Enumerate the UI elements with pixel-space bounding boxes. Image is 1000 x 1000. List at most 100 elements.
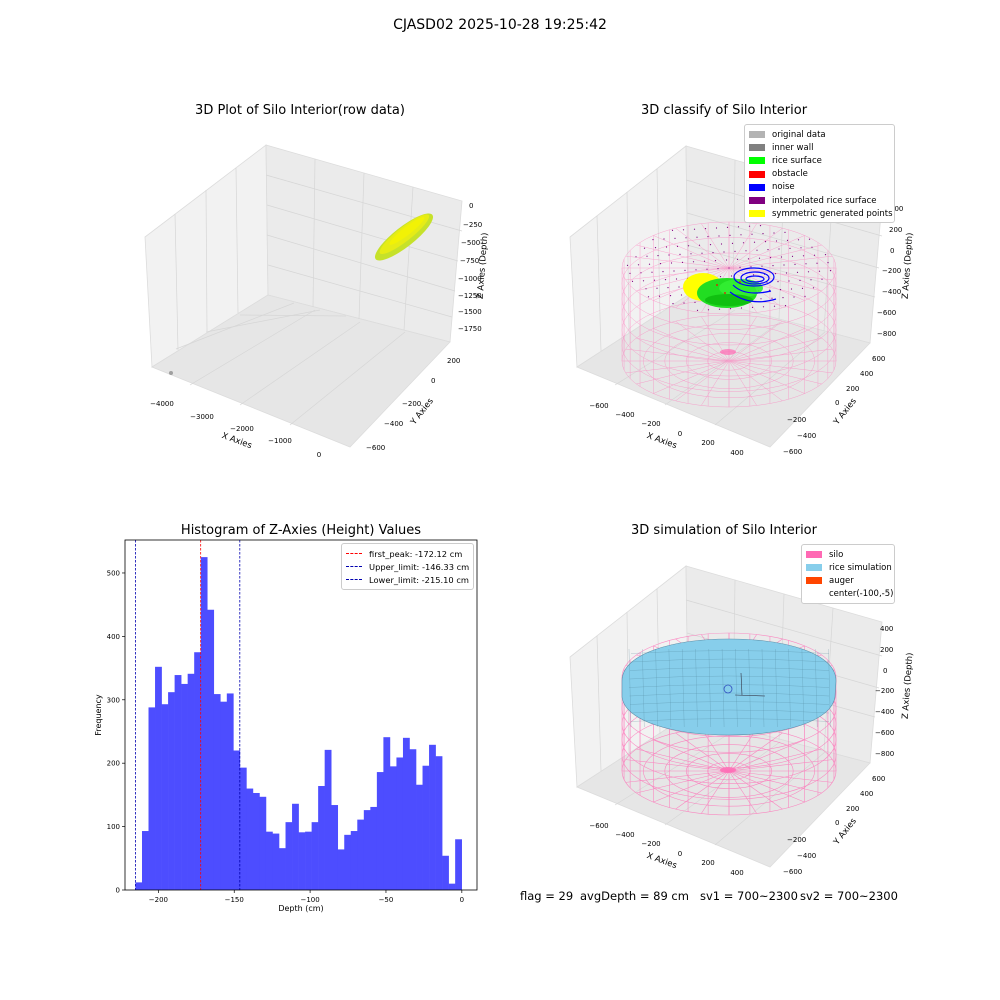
interpolated-point [807, 271, 810, 273]
legend-label: noise [772, 182, 795, 193]
interpolated-point [812, 287, 815, 289]
interpolated-point [802, 255, 805, 257]
sim-y-tick: −400 [797, 852, 816, 860]
interpolated-point [761, 265, 763, 267]
histogram-bar [422, 765, 430, 890]
silo-spoke [625, 255, 730, 269]
histogram-bar [174, 675, 182, 890]
histogram-y-tick-label: 200 [107, 760, 120, 768]
interpolated-point [684, 269, 686, 271]
raw-z-tick: 0 [469, 202, 473, 210]
interpolated-point [717, 268, 719, 270]
status-sv2: sv2 = 700~2300 [800, 889, 898, 903]
sim-z-tick: −800 [875, 750, 894, 758]
sim-z-tick: −200 [875, 687, 894, 695]
sim-x-tick: −400 [615, 831, 634, 839]
histogram-title: Histogram of Z-Axies (Height) Values [180, 523, 422, 538]
raw-x-label: X Axies [220, 431, 253, 451]
silo-spoke [728, 328, 805, 362]
rice-mesh-line [655, 648, 658, 728]
interpolated-point [673, 270, 675, 272]
interpolated-point [672, 303, 674, 305]
interpolated-point [629, 272, 631, 274]
silo-spoke [625, 770, 730, 783]
interpolated-point [734, 250, 736, 252]
interpolated-point [816, 262, 818, 264]
interpolated-point [643, 247, 646, 249]
interpolated-point [794, 263, 796, 265]
interpolated-point [783, 264, 785, 266]
classify-z-tick: 400 [890, 205, 903, 213]
raw-x-tick: −1000 [268, 437, 292, 445]
interpolated-point [747, 258, 750, 260]
raw-3d-plot: −4000 −3000 −2000 −1000 0 X Axies 200 0 … [144, 144, 490, 459]
raw-y-tick: 0 [431, 377, 435, 385]
legend-item: first_peak: -172.12 cm [346, 547, 468, 560]
interpolated-point [745, 250, 747, 252]
histogram-bar [220, 701, 228, 890]
interpolated-point [631, 280, 634, 282]
interpolated-point [782, 297, 784, 299]
sim-x-tick: 400 [730, 869, 743, 877]
interpolated-point [664, 279, 667, 281]
interpolated-point [728, 267, 730, 269]
classify-y-tick: −200 [787, 416, 806, 424]
rice-mesh-line [642, 648, 645, 728]
silo-spoke [653, 235, 730, 269]
silo-floor-ring [664, 744, 794, 798]
histogram-y-tick-label: 100 [107, 823, 120, 831]
rice-mesh-line [735, 648, 738, 728]
classify-z-tick: −800 [877, 330, 896, 338]
interpolated-point [715, 227, 718, 229]
interpolated-point [665, 246, 668, 248]
rice-mesh-line [721, 648, 725, 728]
interpolated-point [706, 268, 708, 270]
interpolated-point [726, 226, 729, 228]
histogram-bar [448, 883, 456, 890]
histogram-bar [442, 855, 449, 890]
legend-item: silo [806, 548, 889, 561]
interpolated-point [718, 308, 721, 310]
raw-z-tick: −250 [463, 221, 482, 229]
histogram-bar [376, 772, 384, 890]
silo-floor-ring [685, 753, 773, 789]
sim-z-tick: 200 [880, 646, 893, 654]
histogram-bar [161, 704, 169, 890]
silo-spoke [625, 267, 730, 281]
silo-spoke [625, 348, 730, 362]
legend-label: rice surface [772, 155, 822, 166]
figure-title: CJASD02 2025-10-28 19:25:42 [393, 17, 607, 33]
silo-spoke [653, 328, 730, 362]
silo-spoke [728, 770, 757, 814]
histogram-bar [337, 849, 345, 890]
sim-y-tick: −600 [783, 868, 802, 876]
legend-item: inner wall [749, 141, 889, 154]
interpolated-point [651, 271, 653, 273]
sim-z-tick: 0 [883, 667, 887, 675]
histogram-bar [455, 839, 462, 890]
classify-z-tick: −200 [882, 267, 901, 275]
silo-spoke [728, 227, 783, 269]
interpolated-point [674, 237, 676, 239]
silo-spoke [625, 759, 730, 772]
sim-x-tick: 200 [701, 859, 714, 867]
legend-swatch [806, 577, 822, 585]
interpolated-point [801, 287, 804, 289]
silo-spoke [728, 360, 822, 385]
silo-spoke [728, 770, 822, 794]
silo-floor-ring [664, 333, 794, 389]
histogram-chart: −200 −150 −100 −50 0 0 100 200 300 400 500 Depth … [94, 539, 478, 913]
interpolated-point [645, 288, 647, 290]
interpolated-point [696, 236, 698, 238]
silo-floor-ring [707, 761, 751, 781]
rice-mesh-line [801, 648, 805, 728]
interpolated-point [687, 245, 690, 247]
raw-y-tick: −400 [384, 420, 403, 428]
interpolated-point [808, 238, 811, 240]
raw-y-tick: 200 [447, 357, 460, 365]
interpolated-point [646, 255, 648, 257]
legend-label: original data [772, 129, 826, 140]
legend-line [346, 566, 362, 568]
simulation-plot-title: 3D simulation of Silo Interior [631, 523, 817, 538]
histogram-bar [259, 796, 267, 890]
